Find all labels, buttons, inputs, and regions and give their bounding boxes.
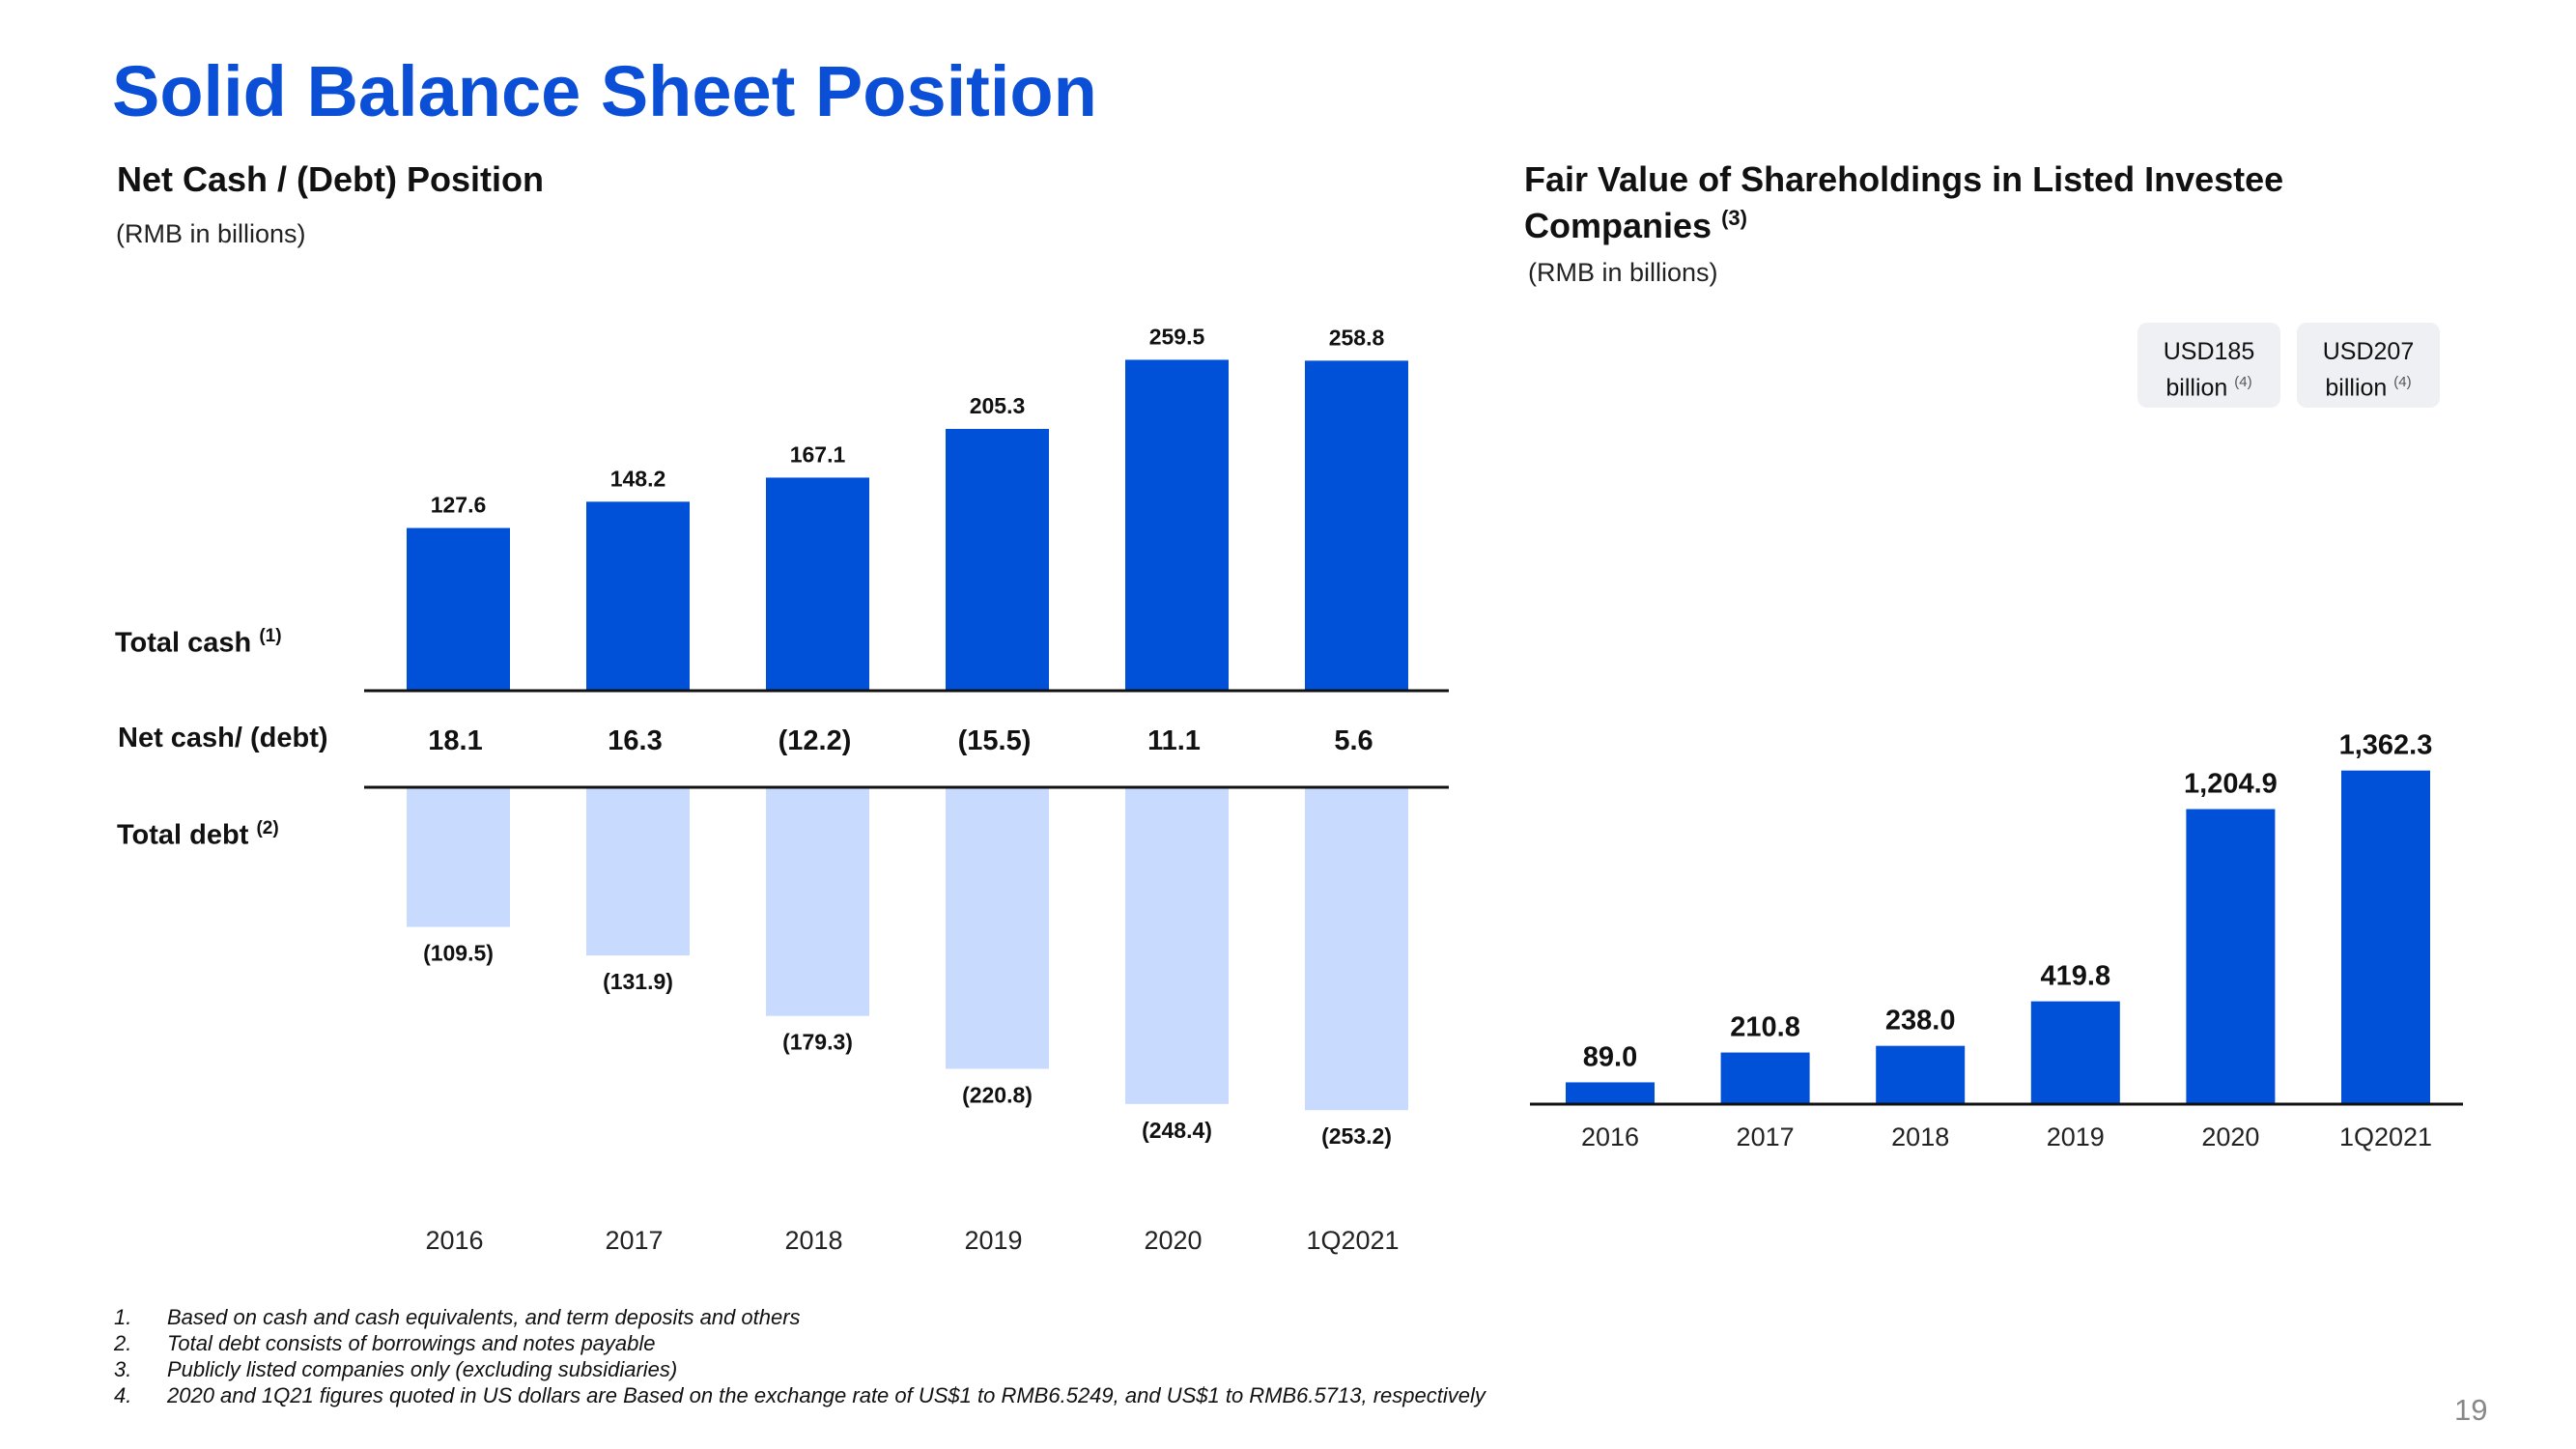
footnote-1-text: Based on cash and cash equivalents, and …: [167, 1305, 801, 1329]
right-x-tick-2016: 2016: [1581, 1122, 1639, 1151]
left-x-tick-1q2021: 1Q2021: [1306, 1226, 1399, 1255]
total-debt-label-2019: (220.8): [962, 1082, 1033, 1107]
usd-box-2020-unit-text: billion: [2166, 374, 2228, 402]
usd-box-1q2021: USD207 billion (4): [2297, 323, 2440, 408]
net-cash-value-2019: (15.5): [958, 725, 1032, 756]
total-debt-bar-2018: [766, 787, 869, 1016]
total-debt-bar-2017: [586, 787, 690, 956]
fair-value-label-1q2021: 1,362.3: [2339, 730, 2433, 761]
fair-value-label-2018: 238.0: [1885, 1006, 1956, 1037]
total-debt-bar-1q2021: [1305, 787, 1408, 1111]
usd-box-1q2021-unit-text: billion: [2325, 374, 2388, 402]
total-cash-bar-2017: [586, 501, 690, 691]
total-cash-label-2019: 205.3: [970, 393, 1026, 418]
footnote-3-num: 3.: [114, 1357, 132, 1381]
total-debt-bar-2019: [946, 787, 1049, 1069]
footnote-3-text: Publicly listed companies only (excludin…: [167, 1357, 678, 1381]
fair-value-chart: 89.0 2016 210.8 2017 238.0 2018 419.8 2019 1,204…: [1530, 730, 2463, 1151]
right-x-tick-2020: 2020: [2201, 1122, 2259, 1151]
usd-box-2020-ref: (4): [2234, 374, 2252, 390]
footnote-4-text: 2020 and 1Q21 figures quoted in US dolla…: [167, 1383, 1486, 1407]
footnote-4-num: 4.: [114, 1383, 132, 1407]
total-cash-bar-2018: [766, 477, 869, 691]
footnotes: 1. Based on cash and cash equivalents, an…: [114, 1304, 1486, 1408]
left-chart-heading: Net Cash / (Debt) Position: [117, 159, 545, 199]
row-label-net-cash: Net cash/ (debt): [118, 723, 328, 753]
left-x-tick-2018: 2018: [784, 1226, 842, 1255]
fair-value-label-2017: 210.8: [1730, 1012, 1800, 1043]
net-cash-value-1q2021: 5.6: [1334, 725, 1373, 756]
total-debt-bar-2020: [1125, 787, 1229, 1104]
left-x-tick-2016: 2016: [425, 1226, 483, 1255]
total-cash-label-2016: 127.6: [431, 493, 487, 518]
total-debt-label-2020: (248.4): [1142, 1118, 1212, 1143]
footnote-1-num: 1.: [114, 1305, 132, 1329]
net-cash-chart: 127.6 (109.5) 18.1 2016 148.2 (131.9) 16.3 2017…: [364, 324, 1449, 1255]
left-x-tick-2017: 2017: [605, 1226, 663, 1255]
footnote-1: 1. Based on cash and cash equivalents, an…: [114, 1304, 1486, 1330]
right-chart-heading-line1: Fair Value of Shareholdings in Listed In…: [1524, 159, 2284, 199]
total-cash-label-2020: 259.5: [1149, 324, 1205, 349]
footnote-2: 2. Total debt consists of borrowings and …: [114, 1330, 1486, 1356]
fair-value-label-2020: 1,204.9: [2184, 769, 2278, 800]
total-debt-label-1q2021: (253.2): [1321, 1123, 1392, 1149]
fair-value-bar-2017: [1720, 1052, 1810, 1104]
usd-box-1q2021-amount: USD207: [2322, 338, 2415, 365]
total-debt-label-2018: (179.3): [782, 1030, 853, 1055]
total-debt-label-2017: (131.9): [603, 969, 673, 994]
total-cash-ref: (1): [259, 626, 282, 646]
usd-box-2020: USD185 billion (4): [2137, 323, 2280, 408]
fair-value-bar-2019: [2030, 1001, 2120, 1104]
fair-value-label-2019: 419.8: [2041, 961, 2111, 992]
total-debt-label: Total debt: [117, 819, 249, 851]
right-chart-heading-ref: (3): [1721, 206, 1747, 230]
footnote-2-text: Total debt consists of borrowings and no…: [167, 1331, 656, 1355]
total-cash-bar-2019: [946, 429, 1049, 691]
row-label-total-cash: Total cash (1): [115, 626, 282, 660]
usd-box-2020-amount: USD185: [2163, 338, 2255, 365]
right-chart-heading: Fair Value of Shareholdings in Listed In…: [1524, 160, 2283, 245]
total-debt-ref: (2): [256, 818, 279, 838]
right-chart-heading-line2-text: Companies: [1524, 206, 1713, 245]
left-x-tick-2019: 2019: [964, 1226, 1022, 1255]
fair-value-bar-2016: [1566, 1082, 1655, 1104]
net-cash-value-2017: 16.3: [608, 725, 662, 756]
page-number: 19: [2454, 1393, 2488, 1427]
fair-value-bar-2020: [2186, 809, 2276, 1104]
usd-box-1q2021-unit: billion (4): [2297, 367, 2440, 403]
right-chart-heading-line2: Companies (3): [1524, 199, 2283, 245]
left-x-tick-2020: 2020: [1144, 1226, 1202, 1255]
total-debt-label-2016: (109.5): [423, 941, 494, 966]
total-cash-bar-2016: [407, 527, 510, 691]
right-x-tick-2019: 2019: [2047, 1122, 2105, 1151]
total-cash-bar-1q2021: [1305, 360, 1408, 691]
footnote-4: 4. 2020 and 1Q21 figures quoted in US dol…: [114, 1382, 1486, 1408]
fair-value-bar-1q2021: [2341, 770, 2430, 1104]
net-cash-value-2020: 11.1: [1147, 725, 1201, 756]
footnote-2-num: 2.: [114, 1331, 132, 1355]
total-cash-label-1q2021: 258.8: [1329, 325, 1385, 350]
net-cash-value-2016: 18.1: [428, 725, 482, 756]
right-x-tick-1q2021: 1Q2021: [2339, 1122, 2432, 1151]
page-title: Solid Balance Sheet Position: [112, 51, 1097, 131]
right-x-tick-2018: 2018: [1891, 1122, 1949, 1151]
total-cash-label-2018: 167.1: [790, 441, 846, 467]
net-cash-value-2018: (12.2): [778, 725, 852, 756]
footnote-3: 3. Publicly listed companies only (exclud…: [114, 1356, 1486, 1382]
fair-value-label-2016: 89.0: [1583, 1041, 1637, 1072]
usd-box-2020-unit: billion (4): [2137, 367, 2280, 403]
usd-box-1q2021-ref: (4): [2393, 374, 2412, 390]
fair-value-bar-2018: [1876, 1045, 1966, 1104]
right-x-tick-2017: 2017: [1737, 1122, 1795, 1151]
total-cash-bar-2020: [1125, 359, 1229, 691]
total-cash-label: Total cash: [115, 627, 252, 659]
right-chart-unit: (RMB in billions): [1528, 258, 1718, 287]
row-label-total-debt: Total debt (2): [117, 818, 279, 852]
total-cash-label-2017: 148.2: [610, 466, 666, 491]
total-debt-bar-2016: [407, 787, 510, 927]
left-chart-unit: (RMB in billions): [116, 219, 306, 248]
